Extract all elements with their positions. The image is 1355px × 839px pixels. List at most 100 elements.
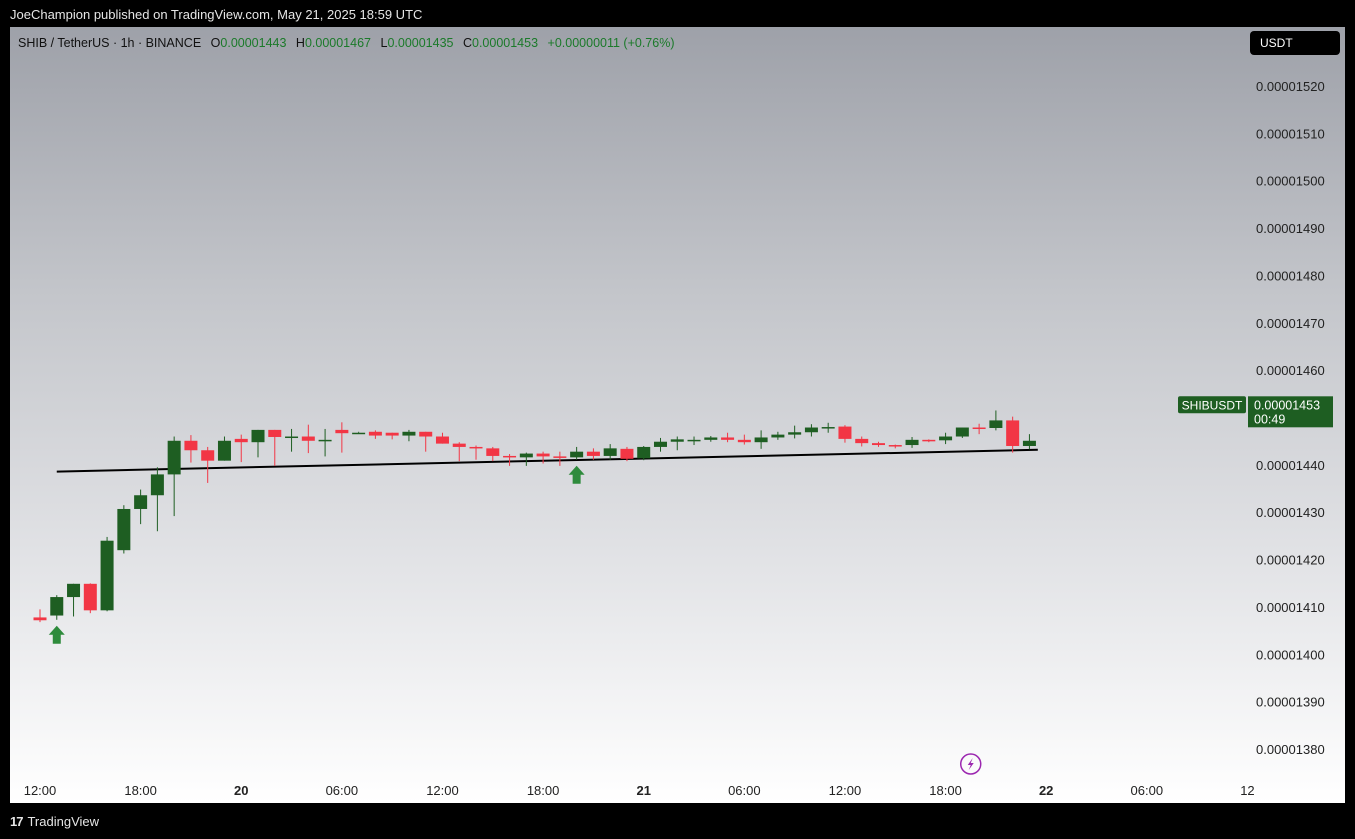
up-arrow-icon: [568, 465, 585, 484]
candle-up: [285, 436, 299, 439]
candle-down: [469, 446, 483, 449]
candle-down: [301, 436, 315, 441]
candle-up: [687, 439, 701, 442]
x-tick-label: 21: [636, 783, 650, 798]
candle-up: [788, 432, 802, 435]
price-tag-value: 0.00001453: [1254, 398, 1320, 412]
symbol-price-tag: [1178, 396, 1246, 414]
y-tick-label: 0.00001470: [1256, 316, 1325, 331]
candle-up: [519, 453, 533, 458]
x-tick-label: 18:00: [527, 783, 560, 798]
candle-down: [553, 456, 567, 458]
chart-panel[interactable]: SHIB / TetherUS · 1h · BINANCE O0.000014…: [10, 27, 1345, 803]
tradingview-logo-icon: 17: [10, 814, 24, 829]
candle-up: [570, 451, 584, 458]
low-label: L: [380, 36, 388, 50]
y-tick-label: 0.00001440: [1256, 458, 1325, 473]
lightning-icon: [959, 753, 982, 775]
candle-down: [888, 445, 902, 447]
candle-down: [33, 617, 47, 621]
candle-up: [217, 440, 231, 461]
y-tick-label: 0.00001520: [1256, 79, 1325, 94]
candle-up: [754, 437, 768, 443]
candle-up: [117, 508, 131, 551]
close-label: C: [462, 36, 472, 50]
candle-up: [637, 446, 651, 459]
candle-down: [855, 438, 869, 444]
candle-up: [771, 434, 785, 438]
low-value: 0.00001435: [387, 36, 454, 50]
candlestick-chart[interactable]: 0.00001520 0.00001510 0.00001500 0.00001490…: [10, 27, 1345, 803]
candle-up: [955, 427, 969, 437]
footer-brand: TradingView: [27, 814, 100, 829]
x-tick-label: 12:00: [24, 783, 57, 798]
candle-up: [804, 427, 818, 433]
y-tick-label: 0.00001460: [1256, 363, 1325, 378]
x-tick-label: 12:00: [426, 783, 459, 798]
open-value: 0.00001443: [220, 36, 287, 50]
candle-down: [268, 429, 282, 437]
change-value: +0.00000011 (+0.76%): [547, 36, 675, 50]
candle-up: [318, 439, 332, 442]
symbol-tag-label: SHIBUSDT: [1182, 398, 1243, 412]
candle-up: [352, 432, 366, 435]
candle-up: [821, 427, 835, 429]
candle-down: [922, 439, 936, 442]
candle-down: [1006, 420, 1020, 446]
candle-up: [670, 439, 684, 442]
x-tick-label: 18:00: [929, 783, 962, 798]
candle-down: [536, 453, 550, 457]
candle-up: [1022, 440, 1036, 446]
currency-button[interactable]: USDT: [1250, 31, 1340, 55]
candle-down: [872, 443, 885, 446]
price-tag: [1248, 396, 1333, 428]
up-arrow-icon: [48, 625, 65, 644]
candle-down: [234, 438, 248, 443]
candle-up: [603, 448, 617, 456]
candle-down: [838, 426, 852, 439]
candle-up: [251, 429, 265, 443]
candle-up: [100, 540, 114, 611]
candle-down: [452, 443, 466, 447]
candle-down: [737, 439, 751, 443]
high-label: H: [295, 36, 305, 50]
x-tick-label: 06:00: [1131, 783, 1164, 798]
candle-down: [620, 448, 634, 459]
footer: 17 TradingView: [10, 814, 99, 829]
price-tag-countdown: 00:49: [1254, 412, 1285, 426]
candle-up: [989, 420, 1003, 428]
x-tick-label: 06:00: [728, 783, 761, 798]
y-tick-label: 0.00001390: [1256, 695, 1325, 710]
symbol-legend: SHIB / TetherUS · 1h · BINANCE O0.000014…: [18, 36, 674, 50]
x-tick-label: 12:00: [829, 783, 862, 798]
candle-down: [586, 451, 600, 456]
symbol-title: SHIB / TetherUS · 1h · BINANCE: [18, 36, 202, 50]
y-tick-label: 0.00001490: [1256, 221, 1325, 236]
candle-up: [50, 597, 64, 616]
candle-up: [150, 474, 164, 496]
lightning-bolt-icon: [967, 758, 974, 770]
y-tick-label: 0.00001510: [1256, 126, 1325, 141]
candle-down: [368, 431, 382, 436]
candle-down: [435, 436, 449, 444]
candle-down: [486, 448, 500, 456]
candle-down: [201, 450, 215, 461]
candle-up: [67, 583, 81, 598]
candle-down: [83, 583, 97, 611]
candle-up: [134, 495, 148, 509]
y-tick-label: 0.00001420: [1256, 553, 1325, 568]
candle-down: [385, 432, 399, 436]
y-tick-label: 0.00001410: [1256, 600, 1325, 615]
x-tick-label: 12: [1240, 783, 1254, 798]
trendline: [56, 448, 1038, 473]
y-tick-label: 0.00001380: [1256, 742, 1325, 757]
candle-up: [704, 437, 718, 440]
x-tick-label: 22: [1039, 783, 1053, 798]
candle-down: [419, 431, 433, 437]
high-value: 0.00001467: [304, 36, 371, 50]
close-value: 0.00001453: [472, 36, 539, 50]
y-tick-label: 0.00001430: [1256, 505, 1325, 520]
y-tick-label: 0.00001500: [1256, 174, 1325, 189]
candle-down: [184, 440, 198, 451]
candle-up: [905, 439, 919, 446]
